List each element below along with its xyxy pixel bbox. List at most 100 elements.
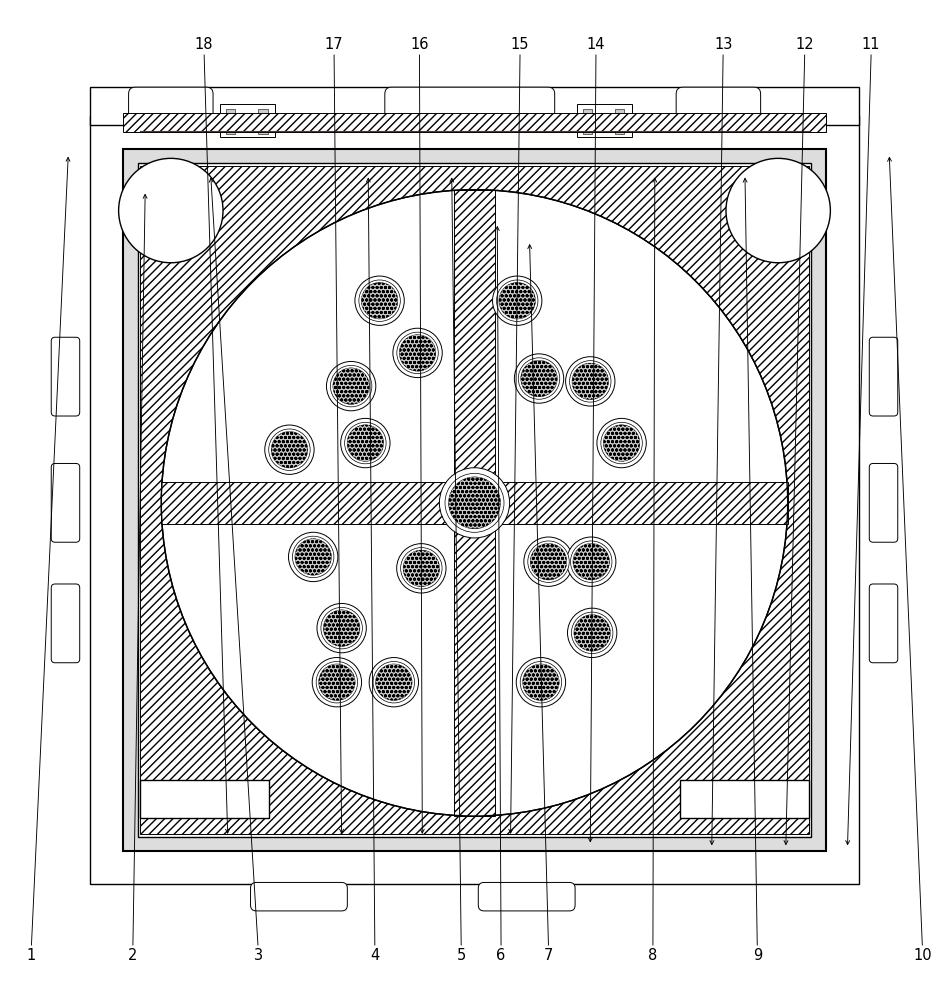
Bar [138, 163, 811, 837]
Circle shape [288, 532, 338, 582]
Bar [583, 109, 592, 134]
Bar [680, 780, 809, 818]
Circle shape [530, 543, 567, 580]
Bar [123, 113, 826, 132]
Circle shape [403, 550, 439, 587]
FancyBboxPatch shape [384, 87, 554, 119]
Circle shape [499, 282, 535, 319]
Text: 15: 15 [511, 37, 530, 52]
Circle shape [316, 661, 358, 703]
Bar [226, 109, 235, 134]
Circle shape [571, 612, 613, 654]
Circle shape [569, 361, 611, 402]
Circle shape [493, 276, 542, 325]
Text: 14: 14 [586, 37, 605, 52]
Circle shape [568, 608, 617, 658]
Text: 3: 3 [253, 948, 263, 963]
Text: 12: 12 [795, 37, 814, 52]
Circle shape [347, 425, 383, 461]
Circle shape [295, 539, 331, 575]
Circle shape [516, 658, 566, 707]
Circle shape [324, 610, 360, 646]
Circle shape [269, 429, 310, 470]
Circle shape [317, 603, 366, 653]
Bar [577, 104, 632, 137]
Text: 11: 11 [862, 37, 881, 52]
Circle shape [400, 335, 436, 371]
Bar [258, 109, 268, 134]
Circle shape [161, 190, 788, 816]
Circle shape [514, 354, 564, 403]
Circle shape [397, 544, 446, 593]
FancyBboxPatch shape [869, 337, 898, 416]
Text: 4: 4 [370, 948, 380, 963]
Bar [615, 109, 624, 134]
Circle shape [312, 658, 362, 707]
Circle shape [330, 365, 372, 407]
Circle shape [528, 541, 569, 582]
Circle shape [521, 360, 557, 397]
Circle shape [520, 661, 562, 703]
Text: 13: 13 [714, 37, 733, 52]
Bar [140, 780, 269, 818]
FancyBboxPatch shape [869, 584, 898, 663]
Circle shape [566, 357, 615, 406]
Circle shape [373, 661, 415, 703]
Circle shape [321, 607, 363, 649]
Text: 9: 9 [753, 948, 762, 963]
Circle shape [326, 361, 376, 411]
Circle shape [265, 425, 314, 474]
Text: 16: 16 [410, 37, 429, 52]
Circle shape [445, 473, 504, 532]
Circle shape [369, 658, 419, 707]
Text: 8: 8 [648, 948, 658, 963]
FancyBboxPatch shape [128, 87, 213, 119]
Text: 2: 2 [128, 948, 138, 963]
Circle shape [496, 280, 538, 321]
Circle shape [341, 418, 390, 468]
Text: 18: 18 [195, 37, 214, 52]
Bar [220, 104, 275, 137]
Circle shape [393, 328, 442, 378]
Text: 5: 5 [456, 948, 466, 963]
Circle shape [518, 358, 560, 399]
Circle shape [359, 280, 400, 321]
Circle shape [397, 332, 438, 374]
Circle shape [400, 548, 442, 589]
Circle shape [567, 537, 616, 586]
Circle shape [319, 664, 355, 700]
Bar [123, 149, 826, 851]
Circle shape [573, 543, 609, 580]
Circle shape [572, 363, 608, 400]
Circle shape [597, 418, 646, 468]
FancyBboxPatch shape [51, 584, 80, 663]
Text: 10: 10 [913, 948, 932, 963]
FancyBboxPatch shape [251, 882, 347, 911]
FancyBboxPatch shape [676, 87, 761, 119]
Circle shape [376, 664, 412, 700]
Circle shape [292, 536, 334, 578]
Circle shape [726, 158, 830, 263]
Text: 1: 1 [27, 948, 36, 963]
Circle shape [344, 422, 386, 464]
Circle shape [271, 431, 307, 468]
Circle shape [119, 158, 223, 263]
Circle shape [439, 468, 510, 538]
Bar [454, 190, 495, 816]
Circle shape [523, 664, 559, 700]
Bar [161, 482, 788, 524]
FancyBboxPatch shape [478, 882, 575, 911]
Circle shape [449, 477, 500, 529]
Text: 6: 6 [496, 948, 506, 963]
Bar [90, 116, 859, 884]
Text: 17: 17 [325, 37, 344, 52]
FancyBboxPatch shape [51, 337, 80, 416]
Circle shape [604, 425, 640, 461]
Circle shape [570, 541, 612, 582]
Circle shape [333, 368, 369, 404]
Bar [140, 166, 809, 834]
Text: 7: 7 [544, 948, 553, 963]
Bar [90, 87, 859, 125]
Circle shape [601, 422, 642, 464]
Circle shape [355, 276, 404, 325]
